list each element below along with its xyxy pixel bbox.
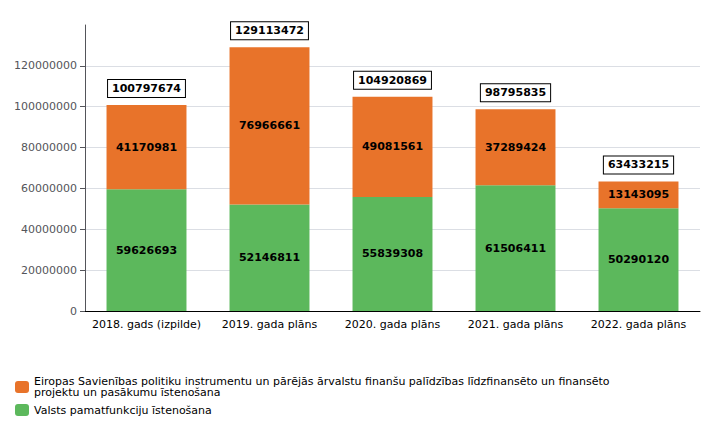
svg-text:76966661: 76966661 <box>239 119 300 132</box>
svg-text:120000000: 120000000 <box>14 59 77 72</box>
svg-text:13143095: 13143095 <box>608 188 669 201</box>
svg-text:49081561: 49081561 <box>362 140 423 153</box>
svg-text:projektu un pasākumu īstenošan: projektu un pasākumu īstenošana <box>34 386 221 399</box>
svg-text:2020. gada plāns: 2020. gada plāns <box>345 318 441 331</box>
svg-text:Valsts pamatfunkciju īstenošan: Valsts pamatfunkciju īstenošana <box>34 404 212 417</box>
svg-text:100000000: 100000000 <box>14 100 77 113</box>
svg-text:0: 0 <box>70 305 77 318</box>
svg-text:104920869: 104920869 <box>358 74 427 87</box>
svg-text:63433215: 63433215 <box>608 158 669 171</box>
svg-text:61506411: 61506411 <box>485 242 546 255</box>
svg-text:2019. gada plāns: 2019. gada plāns <box>222 318 318 331</box>
svg-text:Eiropas Savienības politiku in: Eiropas Savienības politiku instrumentu … <box>34 375 610 388</box>
svg-text:41170981: 41170981 <box>116 141 177 154</box>
svg-text:100797674: 100797674 <box>112 82 181 95</box>
svg-text:55839308: 55839308 <box>362 247 423 260</box>
svg-text:59626693: 59626693 <box>116 244 177 257</box>
svg-text:129113472: 129113472 <box>235 24 304 37</box>
svg-text:2018. gads (izpilde): 2018. gads (izpilde) <box>92 318 201 331</box>
svg-text:37289424: 37289424 <box>485 141 547 154</box>
svg-text:50290120: 50290120 <box>608 253 670 266</box>
svg-text:98795835: 98795835 <box>485 86 546 99</box>
svg-text:40000000: 40000000 <box>21 223 77 236</box>
svg-text:60000000: 60000000 <box>21 182 77 195</box>
svg-text:2021. gada plāns: 2021. gada plāns <box>468 318 564 331</box>
svg-text:2022. gada plāns: 2022. gada plāns <box>591 318 687 331</box>
svg-text:52146811: 52146811 <box>239 251 300 264</box>
svg-text:20000000: 20000000 <box>21 264 77 277</box>
svg-text:80000000: 80000000 <box>21 141 77 154</box>
